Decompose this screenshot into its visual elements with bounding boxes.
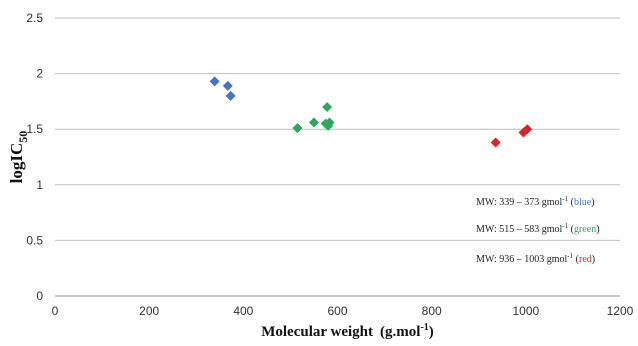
- x-axis-title: Molecular weight (g.mol-1): [261, 322, 434, 340]
- data-point-diamond: [209, 76, 220, 87]
- data-point-diamond: [292, 123, 303, 134]
- x-tick-label: 800: [422, 304, 442, 318]
- legend-note-color-word: red: [579, 254, 592, 265]
- y-tick-label: 2.5: [26, 11, 43, 25]
- legend-note: MW: 515 – 583 gmol-1 (green): [476, 222, 600, 235]
- data-point-diamond: [522, 124, 533, 135]
- legend-note: MW: 936 – 1003 gmol-1 (red): [476, 252, 595, 265]
- x-tick-label: 0: [52, 304, 59, 318]
- y-tick-label: 1: [36, 178, 43, 192]
- x-tick-label: 1000: [512, 304, 539, 318]
- legend-note-color-word: blue: [574, 197, 592, 208]
- data-point-diamond: [518, 127, 529, 138]
- legend-note-sup: -1: [562, 222, 568, 230]
- legend-note-range: MW: 936 – 1003 gmol: [476, 254, 568, 265]
- y-tick-label: 2: [36, 67, 43, 81]
- data-points: [209, 76, 533, 148]
- data-point-diamond: [322, 101, 333, 112]
- data-point-diamond: [324, 117, 335, 128]
- data-point-diamond: [225, 90, 236, 101]
- x-tick-label: 600: [327, 304, 347, 318]
- legend-note-range: MW: 339 – 373 gmol: [476, 197, 563, 208]
- legend-note-open: (: [573, 254, 580, 265]
- y-tick-label: 1.5: [26, 122, 43, 136]
- y-tick-labels: 0 0.5 1 1.5 2 2.5: [26, 11, 43, 303]
- x-axis-title-units-close: ): [429, 324, 434, 340]
- legend-note-color-word: green: [574, 224, 596, 235]
- x-axis-title-units: (g.mol: [380, 324, 420, 340]
- legend-annotations: MW: 339 – 373 gmol-1 (blue)MW: 515 – 583…: [476, 195, 600, 265]
- y-axis-title-subscript: 50: [16, 131, 30, 143]
- legend-note-sup: -1: [567, 252, 573, 260]
- x-tick-labels: 0 200 400 600 800 1000 1200: [52, 304, 634, 318]
- legend-note-range: MW: 515 – 583 gmol: [476, 224, 563, 235]
- y-tick-label: 0: [36, 289, 43, 303]
- data-point-diamond: [490, 137, 501, 148]
- x-axis-title-main: Molecular weight: [261, 324, 373, 340]
- legend-note-open: (: [568, 224, 575, 235]
- x-tick-label: 1200: [607, 304, 634, 318]
- data-point-diamond: [308, 117, 319, 128]
- y-tick-label: 0.5: [26, 233, 43, 247]
- legend-note-close: ): [591, 197, 594, 208]
- gridlines: [55, 17, 620, 241]
- y-axis-title-main: logIC: [7, 143, 26, 184]
- legend-note-open: (: [568, 197, 575, 208]
- legend-note-sup: -1: [562, 195, 568, 203]
- x-tick-label: 200: [139, 304, 159, 318]
- data-point-diamond: [222, 80, 233, 91]
- legend-note-close: ): [596, 224, 599, 235]
- y-axis-title: logIC50: [7, 131, 30, 184]
- x-axis-title-units-sup: -1: [420, 322, 428, 333]
- legend-note-close: ): [592, 254, 595, 265]
- legend-note: MW: 339 – 373 gmol-1 (blue): [476, 195, 595, 208]
- x-tick-label: 400: [233, 304, 253, 318]
